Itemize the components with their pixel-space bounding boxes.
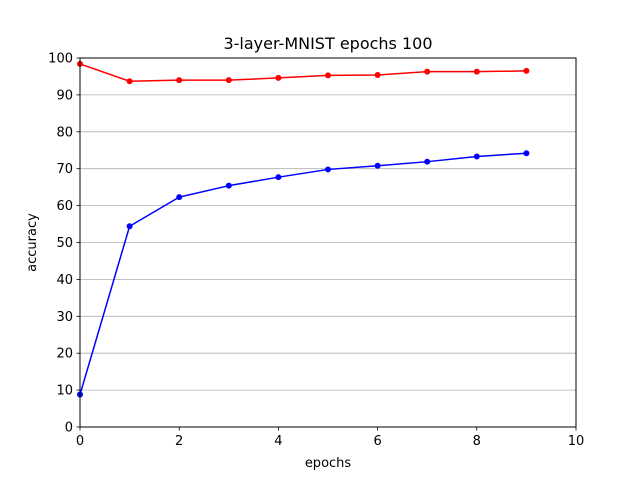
ticks: 0 10 20 30 40 50 60 70 80 90 100 0 2 4 6 8 10: [48, 52, 584, 450]
y-tick-label: 30: [56, 310, 73, 325]
y-tick-label: 40: [56, 273, 73, 288]
y-tick-label: 20: [56, 347, 73, 362]
x-axis-label: epochs: [305, 456, 352, 471]
x-tick-label: 6: [373, 434, 381, 449]
y-tick-label: 60: [56, 199, 73, 214]
series-0-line: [79, 63, 527, 82]
y-tick-label: 100: [48, 52, 73, 67]
series-0-point: [126, 78, 133, 85]
series-1-point: [126, 223, 133, 230]
y-tick-label: 0: [65, 421, 73, 436]
series-1-point: [473, 153, 480, 160]
y-tick-label: 90: [56, 88, 73, 103]
series-1-point: [424, 158, 431, 165]
y-tick-label: 80: [56, 125, 73, 140]
series-1-point: [523, 150, 530, 157]
series-1-point: [374, 162, 381, 169]
series-1-point: [275, 174, 282, 181]
series-0-point: [374, 71, 381, 78]
series-1-point: [176, 194, 183, 201]
series-0-point: [176, 77, 183, 84]
series-0-point: [523, 67, 530, 74]
chart-title: 3-layer-MNIST epochs 100: [223, 34, 432, 53]
series-0-point: [325, 72, 331, 79]
series-0-point: [473, 68, 480, 75]
x-tick-label: 10: [568, 434, 585, 449]
series-0-point: [225, 77, 232, 84]
x-tick-label: 0: [76, 434, 84, 449]
series-1-point: [225, 182, 232, 189]
series-0-point: [424, 68, 431, 75]
x-tick-label: 8: [473, 434, 481, 449]
series-0-point: [275, 74, 282, 81]
series-1-line: [79, 152, 527, 395]
y-tick-label: 50: [56, 236, 73, 251]
x-tick-label: 4: [274, 434, 282, 449]
y-tick-label: 70: [56, 162, 73, 177]
y-axis-label: accuracy: [25, 213, 40, 272]
x-tick-label: 2: [175, 434, 183, 449]
series-layer: [77, 60, 530, 398]
series-1-point: [325, 166, 331, 173]
y-tick-label: 10: [56, 384, 73, 399]
